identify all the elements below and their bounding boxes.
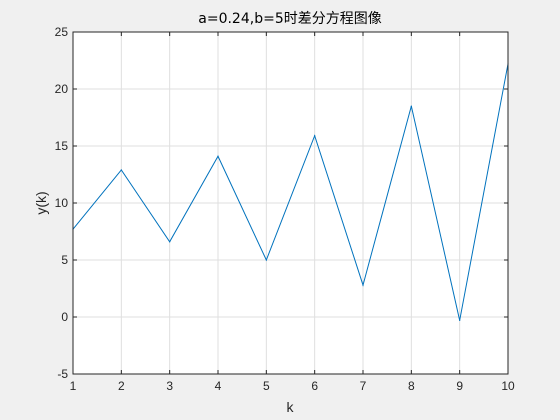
x-tick-label: 9: [456, 379, 463, 393]
ticks: [72, 31, 509, 375]
data-point: [459, 319, 461, 322]
y-tick-label: 25: [55, 25, 69, 39]
x-tick-label: 3: [166, 379, 173, 393]
y-tick-label: 15: [55, 139, 69, 153]
y-tick-label: 20: [55, 82, 69, 96]
series-line-0: [72, 63, 509, 321]
data-point: [217, 155, 219, 157]
x-tick-label: 7: [360, 379, 367, 393]
data-point: [362, 284, 364, 286]
y-tick-label: 0: [61, 310, 68, 324]
y-tick-label: -5: [57, 367, 68, 381]
data-point: [120, 169, 122, 171]
chart-title: a=0.24,b=5时差分方程图像: [198, 11, 381, 27]
data-point: [410, 105, 412, 107]
tick-labels: 1 2 3 4 5 6 7 8 9 10 -5 0 5 10 15 20 25: [55, 25, 515, 393]
x-tick-label: 6: [311, 379, 318, 393]
data-point: [169, 241, 171, 243]
y-tick-label: 5: [61, 253, 68, 267]
data-point: [314, 135, 316, 137]
y-tick-label: 10: [55, 196, 69, 210]
x-axis-label: k: [287, 399, 295, 415]
x-tick-label: 1: [70, 379, 77, 393]
y-axis-label: y(k): [33, 191, 49, 214]
x-tick-label: 2: [118, 379, 125, 393]
x-tick-label: 8: [408, 379, 415, 393]
x-tick-label: 4: [215, 379, 222, 393]
data-point: [265, 259, 267, 261]
x-tick-label: 10: [501, 379, 515, 393]
x-tick-label: 5: [263, 379, 270, 393]
